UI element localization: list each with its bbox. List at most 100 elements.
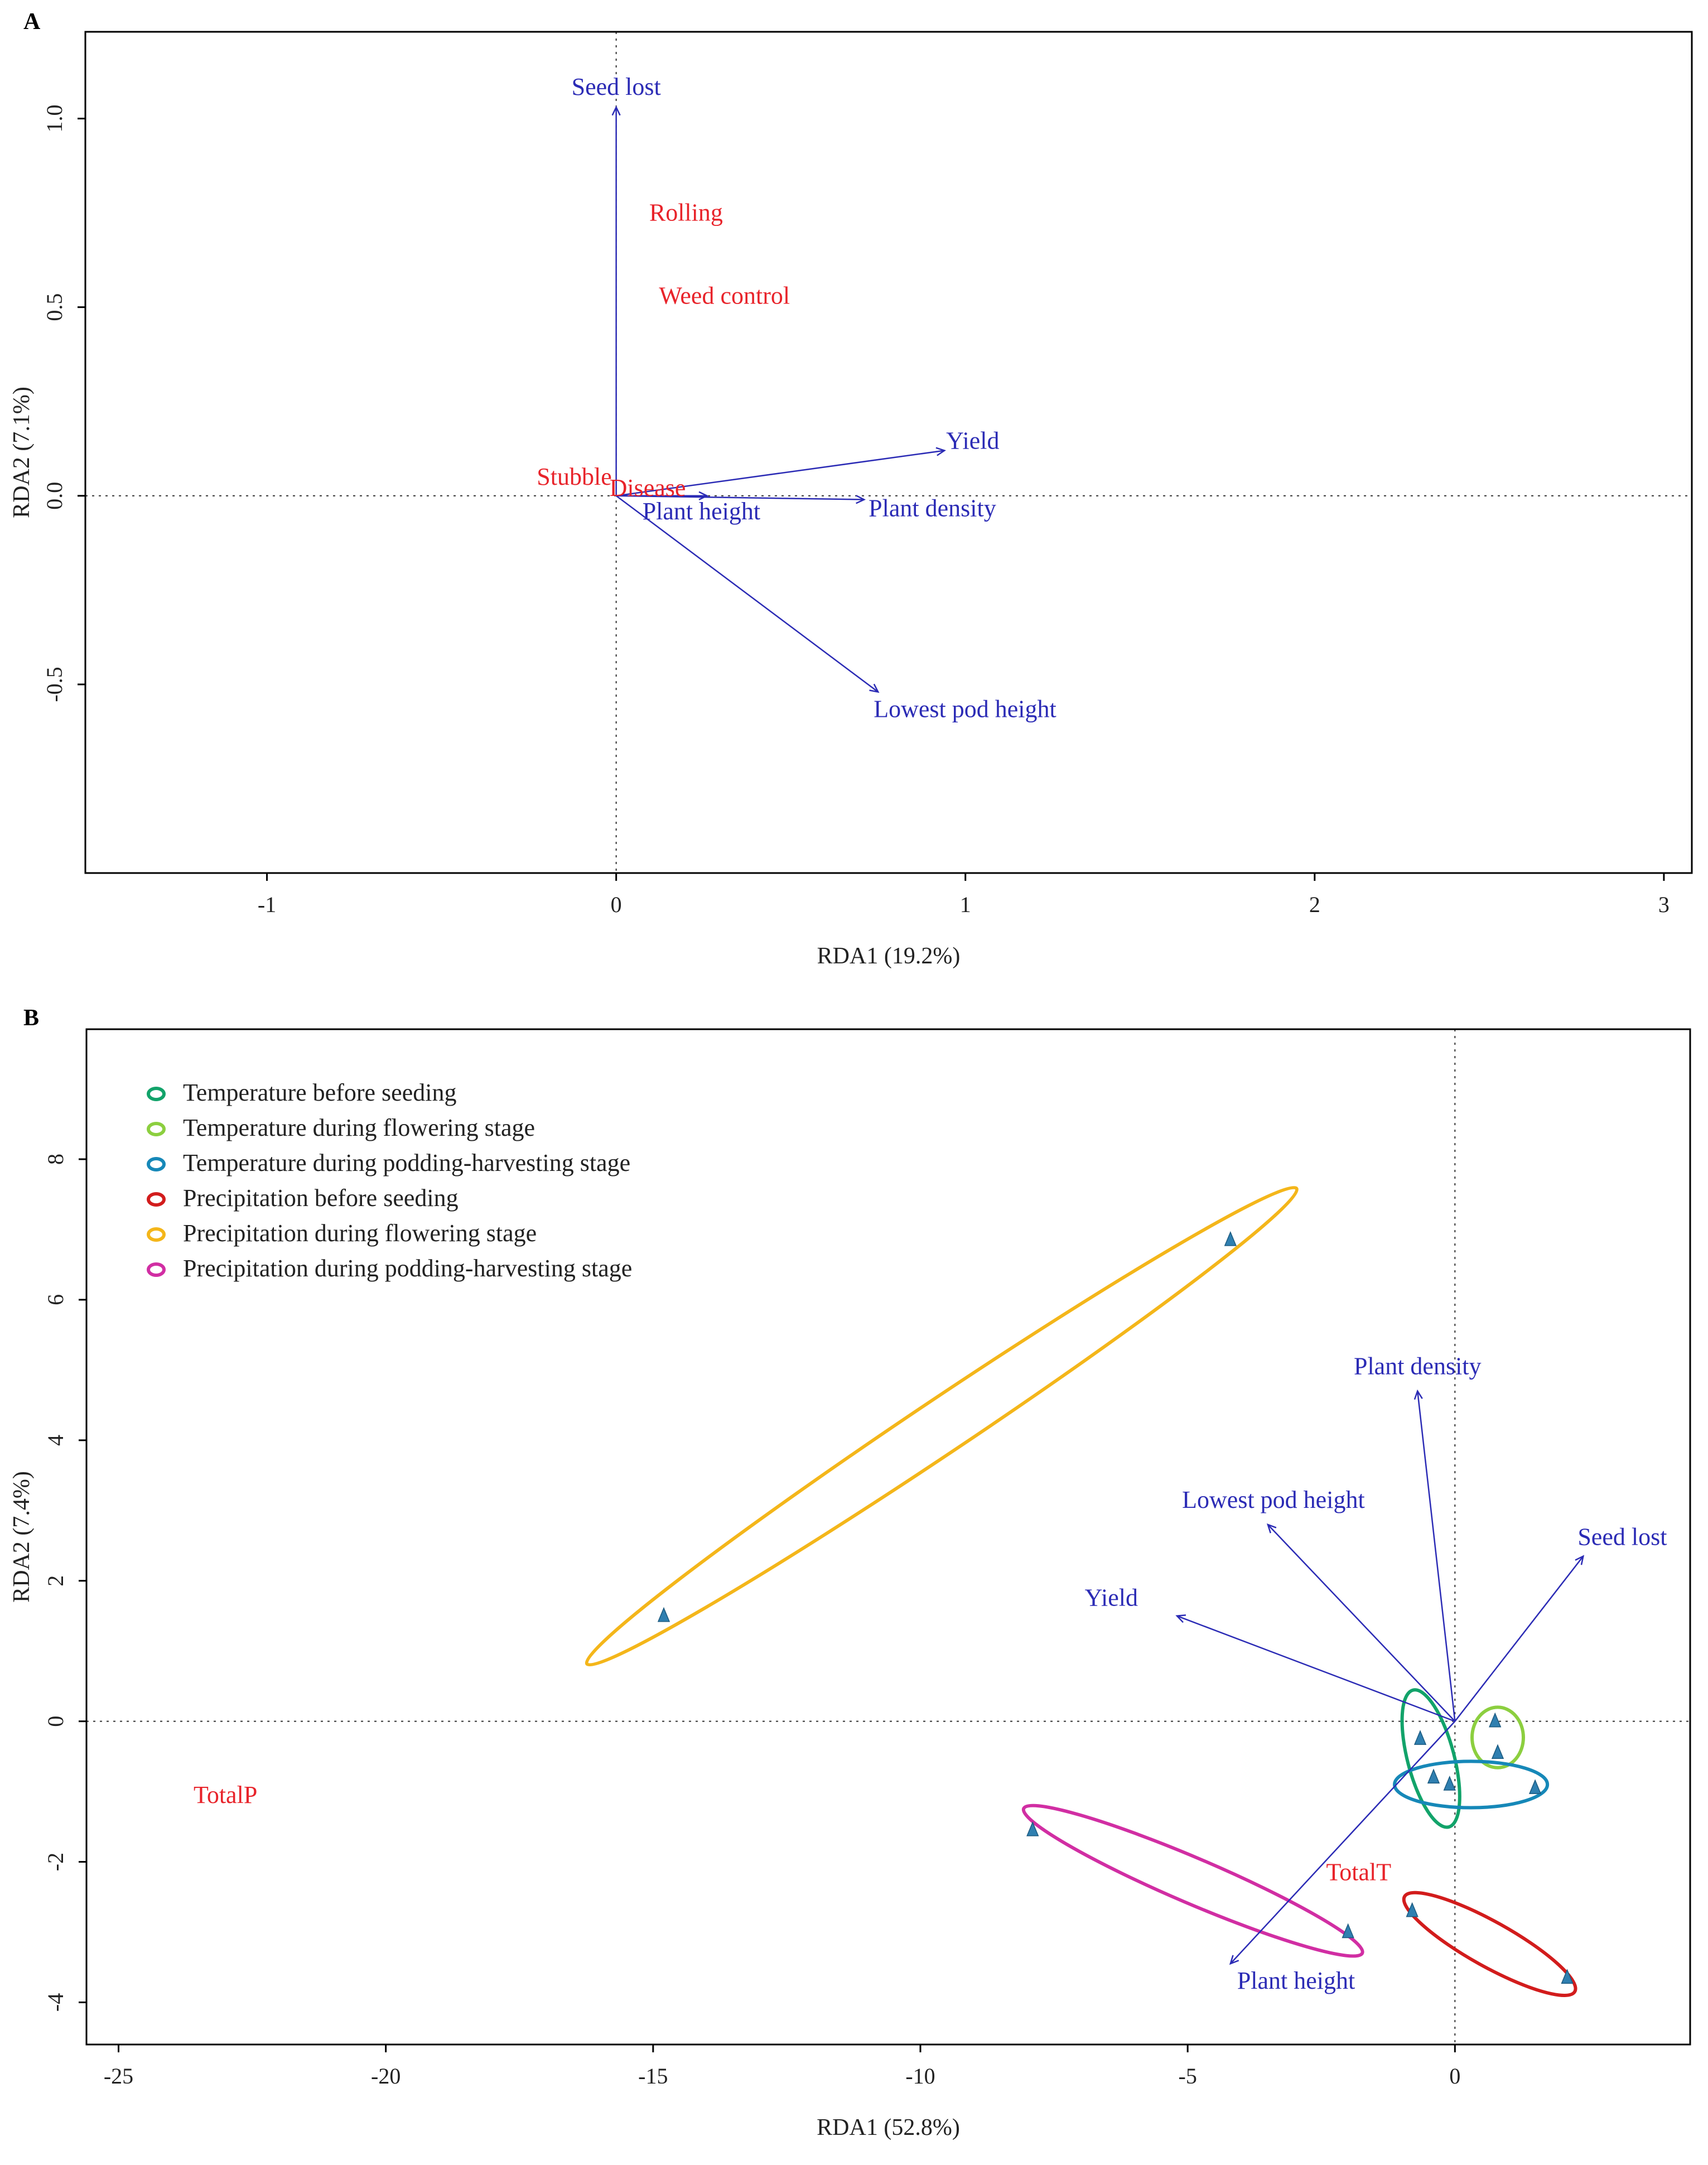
group-ellipse [1393,1759,1550,1810]
x-tick-label: -5 [1179,2063,1197,2089]
biplot-arrow: Plant density [616,495,996,522]
panel-a-arrows: Seed lost Yield Plant density Plant height L… [572,73,1056,722]
legend-ellipse-icon [147,1122,166,1136]
group-ellipse [1400,1688,1461,1829]
x-tick-label: 3 [1658,892,1670,917]
factor-label: Weed control [659,282,790,309]
biplot-arrow: Yield [1085,1584,1455,1722]
group-ellipse [1402,1891,1577,1997]
legend-label: Temperature during flowering stage [183,1114,535,1141]
y-tick-label: 6 [43,1294,68,1305]
legend-ellipse-icon [147,1087,166,1101]
sample-point [1489,1712,1502,1728]
panel-b-chart: B Plant density Lowest pod height Seed los… [9,1005,1691,2140]
arrow-shaft [616,450,945,497]
biplot-arrow: Seed lost [1454,1523,1667,1722]
sample-point [1342,1923,1354,1939]
y-tick-label: -2 [43,1853,68,1871]
panel-b-points [657,1231,1574,1984]
sample-point [1427,1768,1440,1784]
biplot-arrow: Plant height [1229,1720,1456,1994]
arrow-head [869,683,880,693]
sample-point [1491,1744,1504,1759]
panel-a-reference-lines [85,32,1692,873]
legend-ellipse-icon [147,1227,166,1242]
arrow-head [698,491,709,500]
sample-point [657,1607,670,1622]
y-tick-label: 0.5 [42,293,67,321]
factor-label: TotalP [194,1781,257,1809]
arrow-label: Yield [1085,1584,1138,1612]
biplot-arrow: Plant density [1354,1353,1482,1722]
arrow-head [856,495,866,504]
panel-a-x-axis-label: RDA1 (19.2%) [817,943,961,969]
biplot-arrow: Lowest pod height [1182,1486,1456,1722]
arrow-shaft [1417,1391,1456,1722]
arrow-shaft [615,495,879,693]
x-tick-label: 0 [611,892,622,917]
biplot-arrow: Yield [616,427,1000,497]
panel-b-label: B [23,1005,39,1031]
legend-entry: Temperature during podding-harvesting st… [147,1149,630,1176]
sample-point [1406,1902,1418,1917]
panel-a-plot-frame [84,31,1693,874]
y-tick-label: 4 [43,1435,68,1446]
arrow-head [1229,1955,1239,1965]
panel-b-x-axis-label: RDA1 (52.8%) [817,2115,960,2140]
arrow-label: Seed lost [572,73,661,100]
x-tick-label: -20 [371,2063,401,2089]
legend-entry: Temperature before seeding [147,1079,456,1106]
sample-point [1528,1779,1542,1795]
arrow-label: Lowest pod height [874,695,1056,722]
biplot-arrow: Lowest pod height [615,495,1056,722]
arrow-head [1175,1614,1186,1623]
arrow-head [611,105,621,116]
panel-b-arrows: Plant density Lowest pod height Seed lost Y… [1085,1353,1667,1995]
panel-b-plot-frame [85,1028,1691,2046]
sample-point [1026,1821,1039,1836]
sample-point [1224,1231,1237,1246]
legend-ellipse-icon [147,1262,166,1277]
legend-label: Temperature before seeding [183,1079,456,1106]
legend-ellipse-icon [147,1157,166,1171]
arrow-label: Plant height [1237,1967,1355,1994]
y-tick-label: -0.5 [42,667,67,702]
x-tick-label: -1 [258,892,276,917]
arrow-label: Plant height [643,498,760,525]
group-ellipse [1470,1705,1525,1769]
arrow-label: Plant density [1354,1353,1482,1380]
x-tick-label: 1 [960,892,971,917]
arrow-head [935,447,947,456]
legend-entry: Precipitation during flowering stage [147,1219,537,1247]
group-ellipse [585,1185,1299,1667]
y-tick-label: 0.0 [42,482,67,510]
sample-point [1443,1776,1456,1791]
legend-entry: Precipitation before seeding [147,1184,459,1212]
factor-label: TotalT [1326,1858,1391,1886]
group-ellipse [1021,1804,1364,1958]
legend-entry: Precipitation during podding-harvesting … [147,1255,632,1282]
legend-label: Precipitation during podding-harvesting … [183,1255,632,1282]
panel-b-ellipses [585,1185,1577,1997]
x-tick-label: -15 [638,2063,668,2089]
legend-entry: Temperature during flowering stage [147,1114,535,1141]
x-tick-label: 0 [1449,2063,1460,2089]
arrow-label: Plant density [869,495,996,522]
y-tick-label: -4 [43,1993,68,2012]
y-tick-label: 2 [43,1575,68,1587]
factor-label: Disease [610,474,686,502]
panel-a-y-axis-label: RDA2 (7.1%) [9,387,35,518]
arrow-head [1575,1555,1585,1565]
arrow-shaft [1454,1555,1584,1722]
arrow-label: Lowest pod height [1182,1486,1365,1513]
sample-point [1561,1969,1574,1984]
panel-a-label: A [23,9,41,35]
panel-a-axes: -1 0 1 2 3 -0.5 0.0 0.5 1.0 [42,105,1670,917]
y-tick-label: 1.0 [42,105,67,133]
y-tick-label: 8 [43,1154,68,1165]
biplot-arrow: Seed lost [572,73,661,496]
panel-b-legend: Temperature before seeding Temperature du… [147,1079,632,1282]
